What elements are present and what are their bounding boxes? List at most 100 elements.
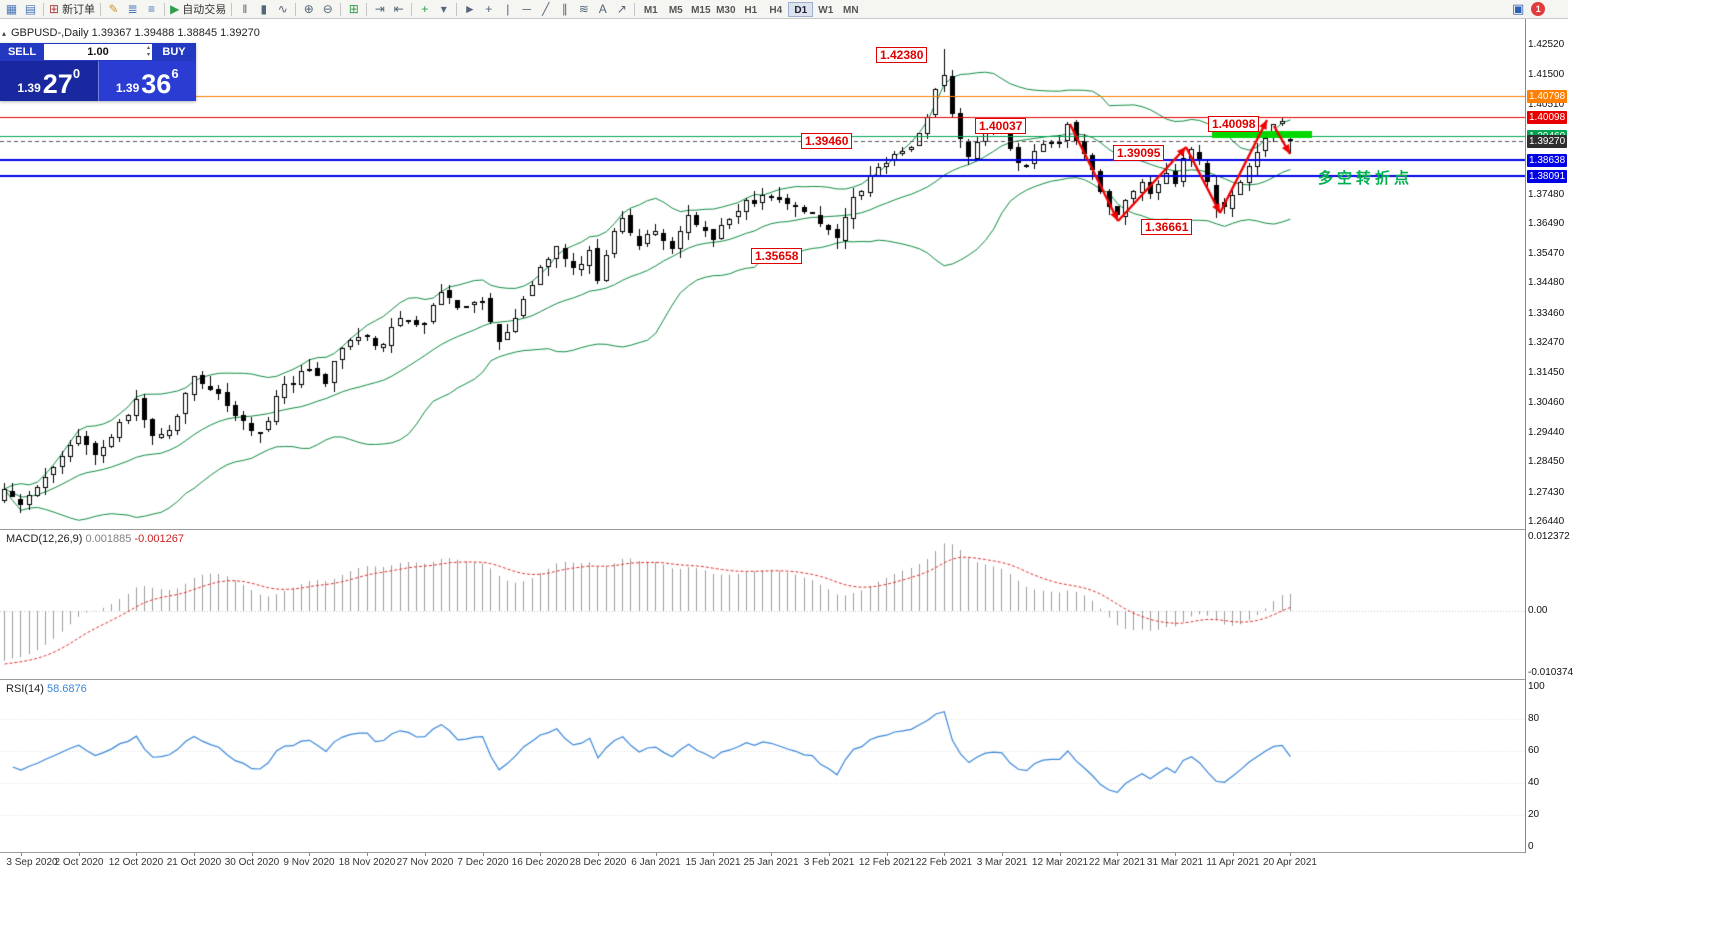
axis-tick-label: 1.36490 <box>1528 218 1565 229</box>
ohlc-bars-icon[interactable]: ‖ <box>235 1 254 18</box>
autotrading-button: ▶ <box>170 2 180 16</box>
axis-tick-label: 100 <box>1528 681 1545 692</box>
price-axis[interactable]: 1.42520 1.41500 1.40510 1.37480 1.36490 1.354… <box>1525 19 1573 853</box>
line-price-label: 1.40098 <box>1527 111 1568 124</box>
macd-panel-canvas[interactable] <box>0 531 1525 679</box>
trendline-icon: ╱ <box>542 2 550 16</box>
toolbar-separator <box>100 2 102 16</box>
turning-point-annotation[interactable]: 多空转折点 <box>1318 170 1414 187</box>
date-label: 18 Nov 2020 <box>338 857 396 868</box>
date-label: 9 Nov 2020 <box>283 857 335 868</box>
axis-tick-label: 1.33460 <box>1528 308 1565 319</box>
panel-divider[interactable] <box>0 529 1568 530</box>
timeframe-m30[interactable]: M30 <box>716 4 736 16</box>
crosshair-icon: + <box>485 2 493 16</box>
timeframe-m1[interactable]: M1 <box>643 4 658 16</box>
timeframe-mn[interactable]: MN <box>843 4 859 16</box>
indicators-icon: + <box>421 2 429 16</box>
new-order-button[interactable]: ⊞ 新订单 <box>47 1 97 18</box>
price-annotation-label[interactable]: 1.40098 <box>1208 116 1260 132</box>
indicators-icon[interactable]: + <box>415 1 434 18</box>
horizontal-line-icon: ─ <box>522 2 532 16</box>
trendline-icon[interactable]: ╱ <box>536 1 555 18</box>
stepper-down-icon[interactable]: ▾ <box>146 52 150 58</box>
timeframes-dropdown-icon: ▾ <box>440 2 447 16</box>
price-annotation-label[interactable]: 1.39460 <box>801 133 853 149</box>
timeframes-dropdown-icon[interactable]: ▾ <box>434 1 453 18</box>
timeframe-w1[interactable]: W1 <box>818 4 834 16</box>
sell-price[interactable]: 1.39 27 0 <box>0 61 98 101</box>
text-label-icon[interactable]: A <box>593 1 612 18</box>
axis-tick-label: 1.27430 <box>1528 487 1565 498</box>
timeframe-h4[interactable]: H4 <box>769 4 783 16</box>
chart-shift-icon[interactable]: ⇤ <box>389 1 408 18</box>
autotrading-button[interactable]: ▶ 自动交易 <box>168 1 228 18</box>
toolbar-separator <box>634 2 636 16</box>
lot-stepper[interactable]: ▴ ▾ <box>147 45 150 59</box>
time-axis-tick <box>1060 853 1061 856</box>
price-annotation-label[interactable]: 1.35658 <box>751 248 803 264</box>
metaeditor-icon[interactable]: ✎ <box>104 1 123 18</box>
time-axis-tick <box>656 853 657 856</box>
lot-size-field[interactable]: 1.00 ▴ ▾ <box>44 43 152 61</box>
market-watch-icon[interactable]: ≣ <box>123 1 142 18</box>
cursor-icon[interactable]: ► <box>460 1 479 18</box>
price-annotation-label[interactable]: 1.36661 <box>1141 219 1193 235</box>
fibonacci-icon: ≋ <box>578 2 589 16</box>
new-chart-icon[interactable]: ▦ <box>2 1 21 18</box>
stepper-up-icon[interactable]: ▴ <box>146 45 150 51</box>
one-click-collapse-icon[interactable]: ▴ <box>2 29 7 38</box>
chart-profiles-icon[interactable]: ▤ <box>21 1 40 18</box>
zoom-out-icon[interactable]: ⊖ <box>318 1 337 18</box>
navigator-icon[interactable]: ≡ <box>142 1 161 18</box>
tile-windows-icon[interactable]: ⊞ <box>344 1 363 18</box>
terminal-icon[interactable]: ▣ <box>1512 1 1525 16</box>
date-label: 22 Feb 2021 <box>915 857 973 868</box>
line-chart-icon[interactable]: ∿ <box>273 1 292 18</box>
price-annotation-label[interactable]: 1.39095 <box>1113 145 1165 161</box>
date-label: 30 Oct 2020 <box>224 857 280 868</box>
time-axis-tick <box>136 853 137 856</box>
horizontal-line-icon[interactable]: ─ <box>517 1 536 18</box>
timeframe-m15[interactable]: M15 <box>691 4 711 16</box>
candlesticks-icon[interactable]: ▮ <box>254 1 273 18</box>
zoom-in-icon[interactable]: ⊕ <box>299 1 318 18</box>
timeframe-d1[interactable]: D1 <box>788 1 814 17</box>
arrow-objects-icon[interactable]: ↗ <box>612 1 631 18</box>
time-axis[interactable]: 3 Sep 2020 2 Oct 2020 12 Oct 2020 21 Oct 20… <box>0 853 1525 869</box>
chart-region: 1.42380 1.40037 1.39460 1.39095 1.40098 1.366… <box>0 19 1573 869</box>
toolbar-separator <box>411 2 413 16</box>
time-axis-tick <box>194 853 195 856</box>
timeframe-h1[interactable]: H1 <box>744 4 758 16</box>
fibonacci-icon[interactable]: ≋ <box>574 1 593 18</box>
zoom-out-icon: ⊖ <box>322 2 333 16</box>
vertical-line-icon: | <box>506 2 510 16</box>
price-annotation-label[interactable]: 1.42380 <box>876 47 928 63</box>
panel-divider[interactable] <box>0 679 1568 680</box>
time-axis-tick <box>21 853 22 856</box>
axis-tick-label: 0.00 <box>1528 605 1548 616</box>
time-axis-tick <box>1117 853 1118 856</box>
macd-signal-value: -0.001267 <box>134 533 184 545</box>
axis-tick-label: 1.34480 <box>1528 277 1565 288</box>
auto-scroll-icon[interactable]: ⇥ <box>370 1 389 18</box>
price-chart-canvas[interactable] <box>0 19 1525 529</box>
time-axis-tick <box>1290 853 1291 856</box>
notification-badge[interactable]: 1 <box>1531 2 1546 16</box>
autotrading-button-label: 自动交易 <box>182 4 227 16</box>
price-annotation-label[interactable]: 1.40037 <box>975 118 1027 134</box>
cursor-icon: ► <box>463 2 476 16</box>
buy-price[interactable]: 1.39 36 6 <box>97 61 196 101</box>
vertical-line-icon[interactable]: | <box>498 1 517 18</box>
buy-price-sup: 6 <box>171 66 179 81</box>
buy-button[interactable]: BUY <box>152 43 196 61</box>
rsi-panel-canvas[interactable] <box>0 681 1525 853</box>
channel-icon[interactable]: ∥ <box>555 1 574 18</box>
crosshair-icon[interactable]: + <box>479 1 498 18</box>
toolbar-separator <box>231 2 233 16</box>
tile-windows-icon: ⊞ <box>348 2 359 16</box>
time-axis-tick <box>771 853 772 856</box>
sell-button[interactable]: SELL <box>0 43 44 61</box>
timeframe-m5[interactable]: M5 <box>668 4 683 16</box>
